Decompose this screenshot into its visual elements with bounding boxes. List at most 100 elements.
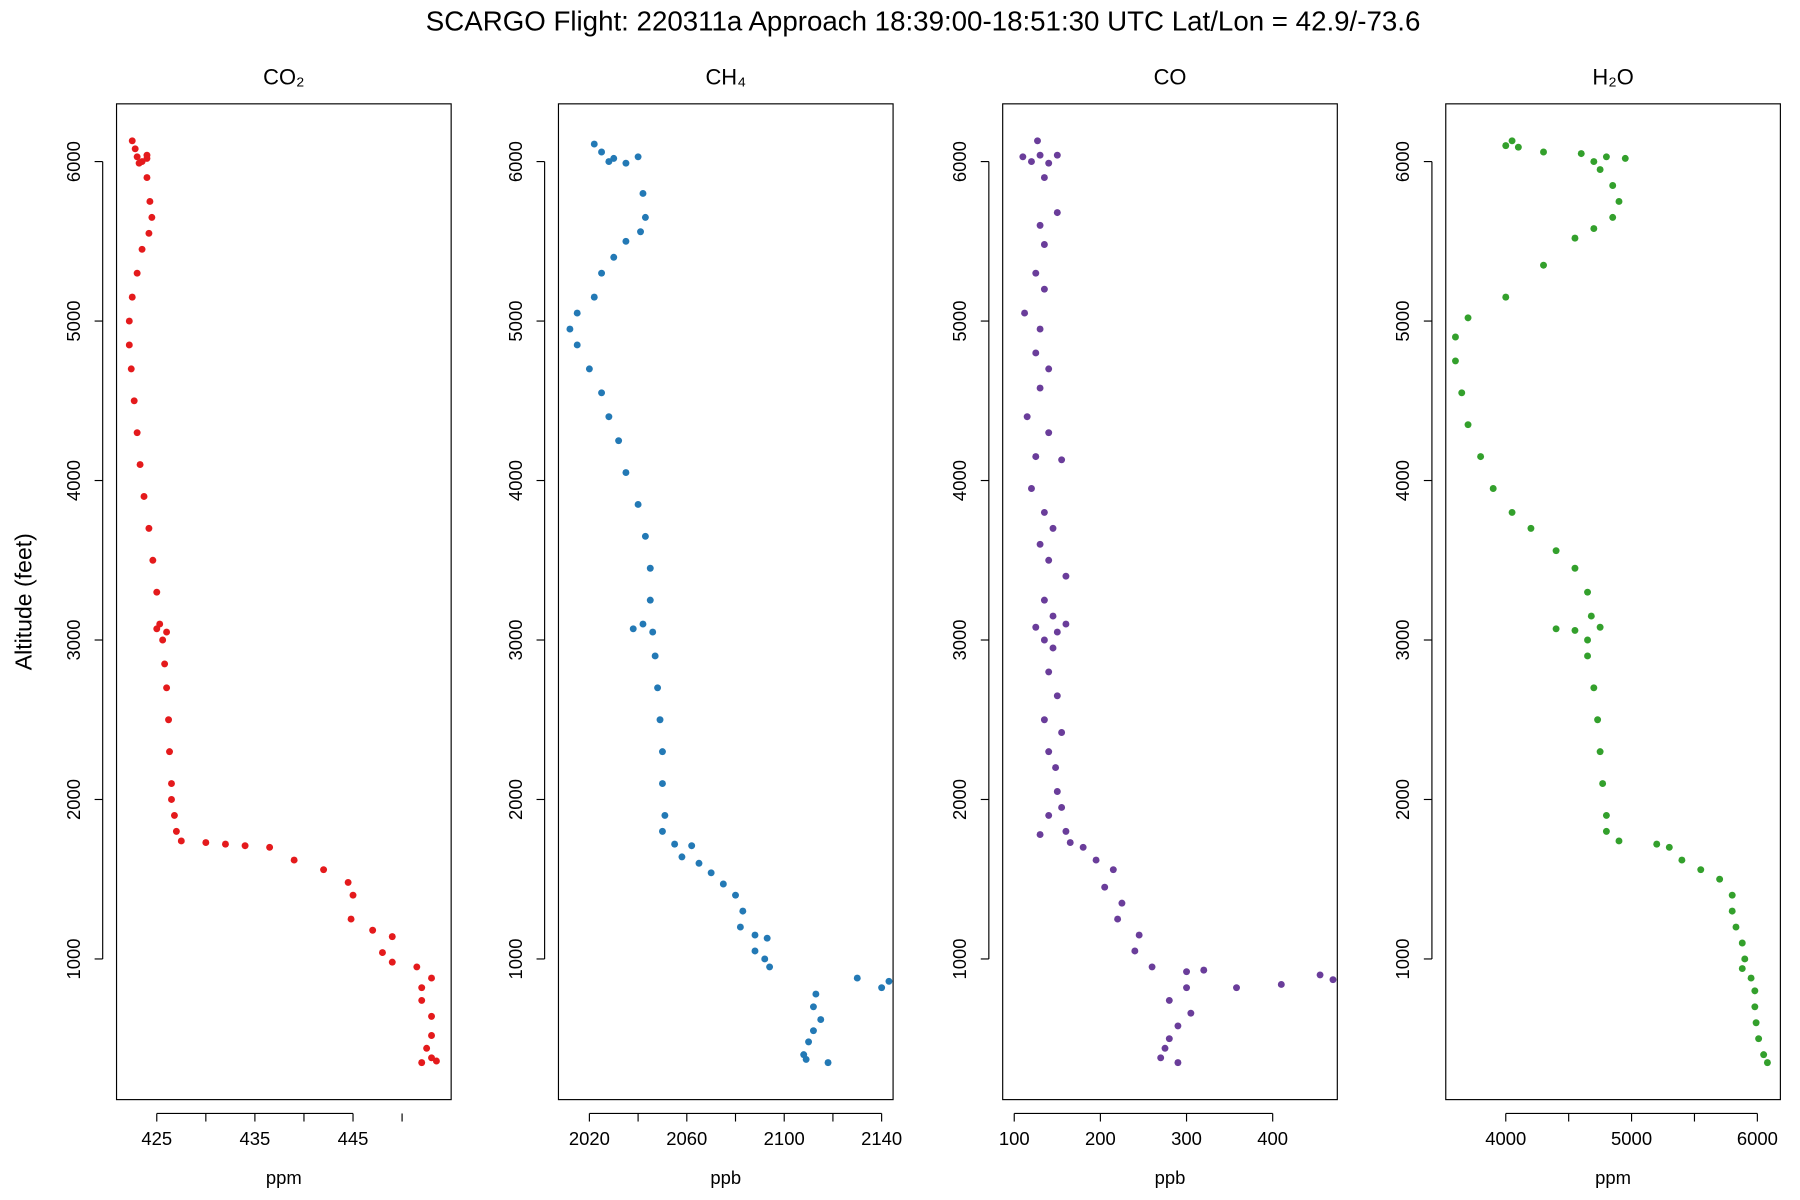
point	[163, 628, 171, 636]
point	[671, 840, 679, 848]
point	[766, 963, 774, 971]
point	[1552, 625, 1560, 633]
point	[1233, 984, 1240, 992]
point	[1066, 839, 1074, 847]
point	[135, 159, 143, 167]
point	[1062, 572, 1070, 580]
point	[646, 596, 654, 604]
panel: CO ppb 100 200 300 400 1000 2000 3000 4000 5000 600…	[949, 64, 1338, 1188]
point	[133, 269, 141, 277]
point	[1596, 748, 1604, 756]
y-axis-label: Altitude (feet)	[10, 533, 36, 670]
point	[1738, 965, 1746, 972]
point	[413, 963, 421, 971]
point	[1040, 716, 1048, 724]
point	[1590, 684, 1598, 692]
point	[165, 716, 173, 724]
point	[221, 840, 229, 848]
point	[605, 413, 613, 421]
plot-frame	[1002, 103, 1338, 1101]
point	[1502, 142, 1510, 150]
point	[1040, 285, 1048, 293]
plot-frame	[115, 103, 452, 1101]
point	[1040, 174, 1048, 181]
point	[125, 341, 133, 349]
point	[1040, 508, 1048, 516]
point	[1183, 984, 1191, 992]
point	[805, 1038, 813, 1046]
point	[853, 974, 861, 982]
point	[1602, 153, 1610, 161]
point	[824, 1059, 832, 1067]
point	[1019, 153, 1027, 161]
point	[1477, 453, 1485, 461]
point	[140, 493, 148, 500]
panel: CO₂ ppm Altitude (feet) 425 435 445 1000 2000 30…	[10, 64, 452, 1188]
point	[707, 869, 715, 877]
point	[1752, 1019, 1760, 1027]
point	[418, 984, 426, 992]
point	[1092, 856, 1100, 864]
y-tick-label: 3000	[505, 619, 526, 660]
point	[1540, 148, 1547, 156]
point	[1716, 875, 1724, 883]
point	[1058, 803, 1066, 811]
point	[585, 365, 593, 373]
point	[1665, 843, 1673, 851]
panel-title: CO	[1154, 64, 1187, 89]
point	[802, 1055, 810, 1063]
point	[1131, 947, 1139, 955]
point	[1602, 827, 1610, 835]
y-tick-label: 3000	[1392, 619, 1413, 660]
x-axis-label: ppm	[266, 1167, 302, 1188]
point	[1621, 154, 1629, 162]
point	[1464, 421, 1472, 429]
point	[1187, 1009, 1195, 1017]
point	[878, 984, 886, 992]
point	[1615, 197, 1623, 205]
point	[1028, 485, 1035, 492]
y-tick-label: 4000	[949, 460, 970, 501]
point	[622, 159, 630, 167]
x-axis-label: ppb	[1155, 1167, 1186, 1188]
point	[661, 811, 669, 819]
point	[1183, 968, 1191, 976]
point	[1049, 612, 1057, 620]
point	[688, 842, 696, 850]
point	[1045, 556, 1053, 564]
point	[1615, 837, 1623, 845]
point	[266, 843, 274, 851]
y-tick-label: 5000	[949, 301, 970, 342]
point	[1741, 955, 1749, 963]
point	[145, 524, 153, 532]
y-tick-label: 1000	[63, 938, 84, 979]
point	[1045, 365, 1053, 373]
x-tick-label: 2060	[666, 1128, 707, 1149]
x-tick-label: 445	[338, 1128, 369, 1149]
y-tick-label: 5000	[1392, 301, 1413, 342]
point	[153, 588, 161, 596]
point	[1584, 588, 1592, 596]
panel-title: CH₄	[705, 64, 746, 89]
x-tick-label: 425	[141, 1128, 172, 1149]
point	[177, 837, 185, 845]
point	[1577, 150, 1585, 158]
point	[1602, 811, 1610, 819]
point	[423, 1044, 431, 1052]
point	[678, 853, 686, 861]
point	[1738, 939, 1746, 947]
x-tick-label: 2140	[861, 1128, 902, 1149]
point	[379, 949, 386, 957]
y-tick-label: 4000	[505, 460, 526, 501]
point	[817, 1016, 825, 1024]
point	[320, 866, 328, 874]
x-tick-label: 5000	[1611, 1128, 1652, 1149]
point	[1760, 1051, 1768, 1059]
point	[148, 213, 156, 221]
point	[1728, 907, 1736, 915]
plot-frame	[1445, 103, 1781, 1101]
point	[1609, 182, 1617, 189]
plot-frame	[557, 103, 894, 1101]
point	[739, 907, 747, 915]
